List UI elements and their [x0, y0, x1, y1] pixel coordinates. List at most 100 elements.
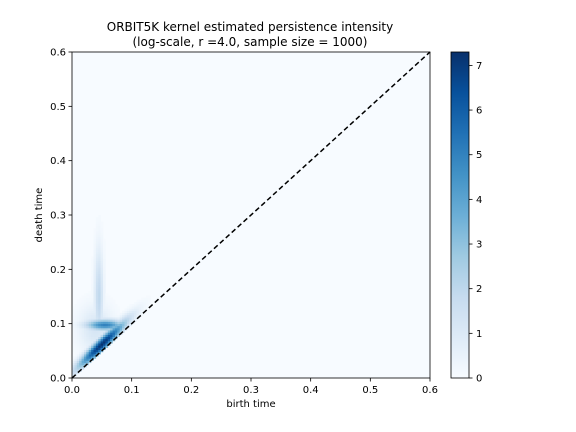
heatmap-cell	[103, 321, 106, 324]
heatmap-cell	[95, 258, 99, 261]
heatmap-cell	[98, 256, 101, 259]
heatmap-cell	[110, 297, 113, 301]
heatmap-cell	[91, 262, 94, 266]
heatmap-cell	[107, 314, 111, 318]
heatmap-cell	[76, 343, 80, 346]
heatmap-cell	[95, 286, 99, 290]
heatmap-cell	[100, 230, 104, 233]
heatmap-cell	[103, 238, 106, 242]
heatmap-cell	[100, 293, 104, 296]
heatmap-cell	[100, 334, 104, 338]
heatmap-cell	[95, 217, 99, 220]
heatmap-cell	[93, 232, 97, 235]
heatmap-cell	[117, 308, 121, 311]
heatmap-cell	[86, 354, 90, 357]
heatmap-cell	[79, 336, 82, 340]
heatmap-cell	[93, 317, 97, 320]
heatmap-cell	[72, 362, 75, 366]
heatmap-cell	[93, 258, 97, 261]
heatmap-cell	[88, 345, 92, 348]
heatmap-cell	[93, 293, 97, 296]
heatmap-cell	[114, 325, 118, 329]
heatmap-cell	[88, 306, 92, 309]
heatmap-cell	[93, 332, 97, 335]
heatmap-cell	[88, 328, 92, 331]
heatmap-cell	[119, 328, 123, 331]
heatmap-cell	[72, 319, 75, 322]
heatmap-cell	[76, 321, 80, 324]
heatmap-cell	[93, 291, 97, 294]
heatmap-cell	[138, 304, 142, 307]
heatmap-cell	[136, 301, 140, 305]
heatmap-cell	[76, 369, 80, 372]
heatmap-cell	[103, 288, 106, 292]
heatmap-cell	[117, 306, 121, 309]
heatmap-cell	[83, 325, 87, 329]
heatmap-cell	[79, 367, 82, 370]
heatmap-cell	[110, 314, 113, 318]
heatmap-cell	[91, 338, 94, 342]
heatmap-cell	[95, 232, 99, 235]
heatmap-cell	[86, 297, 90, 301]
heatmap-cell	[91, 304, 94, 307]
heatmap-cell	[86, 349, 90, 353]
heatmap-cell	[93, 338, 97, 342]
heatmap-cell	[88, 314, 92, 318]
heatmap-cell	[93, 336, 97, 340]
x-axis-label: birth time	[226, 399, 275, 410]
heatmap-cell	[107, 323, 111, 327]
heatmap-cell	[93, 267, 97, 270]
heatmap-cell	[86, 330, 90, 333]
heatmap-cell	[105, 338, 109, 342]
colorbar-tick-label: 0	[476, 374, 482, 385]
heatmap-cell	[98, 264, 101, 268]
heatmap-cell	[98, 260, 101, 264]
heatmap-cell	[98, 267, 101, 270]
heatmap-cell	[100, 249, 104, 253]
heatmap-cell	[72, 308, 75, 311]
heatmap-cell	[114, 321, 118, 324]
heatmap-cell	[107, 308, 111, 311]
heatmap-cell	[93, 288, 97, 292]
heatmap-cell	[107, 295, 111, 298]
heatmap-cell	[72, 317, 75, 320]
heatmap-cell	[119, 321, 123, 324]
heatmap-cell	[98, 275, 101, 279]
heatmap-cell	[141, 304, 144, 307]
heatmap-cell	[79, 332, 82, 335]
heatmap-cell	[83, 332, 87, 335]
heatmap-cell	[86, 360, 90, 364]
heatmap-cell	[103, 330, 106, 333]
heatmap-cell	[100, 251, 104, 255]
heatmap-cell	[88, 341, 92, 344]
heatmap-cell	[83, 362, 87, 366]
heatmap-cell	[107, 317, 111, 320]
heatmap-cell	[114, 323, 118, 327]
chart-title-line-1: ORBIT5K kernel estimated persistence int…	[107, 20, 394, 34]
heatmap-cell	[126, 319, 130, 322]
heatmap-cell	[105, 325, 109, 329]
heatmap-cell	[76, 314, 80, 318]
heatmap-cell	[93, 254, 97, 257]
heatmap-cell	[95, 225, 99, 229]
heatmap-cell	[129, 310, 132, 314]
heatmap-cell	[81, 364, 85, 368]
heatmap-cell	[100, 273, 104, 277]
y-tick-label: 0.0	[50, 374, 66, 385]
heatmap-cell	[103, 334, 106, 338]
heatmap-cell	[103, 312, 106, 316]
heatmap-cell	[76, 338, 80, 342]
heatmap-cell	[100, 271, 104, 274]
heatmap-cell	[83, 299, 87, 303]
heatmap-cell	[86, 341, 90, 344]
heatmap-cell	[74, 306, 78, 309]
heatmap-cell	[100, 319, 104, 322]
heatmap-cell	[81, 308, 85, 311]
heatmap-cell	[91, 310, 94, 314]
heatmap-cell	[86, 295, 90, 298]
heatmap-cell	[100, 243, 104, 246]
heatmap-cell	[93, 334, 97, 338]
x-tick-label: 0.2	[183, 385, 199, 396]
heatmap-cell	[88, 321, 92, 324]
heatmap-cell	[98, 312, 101, 316]
